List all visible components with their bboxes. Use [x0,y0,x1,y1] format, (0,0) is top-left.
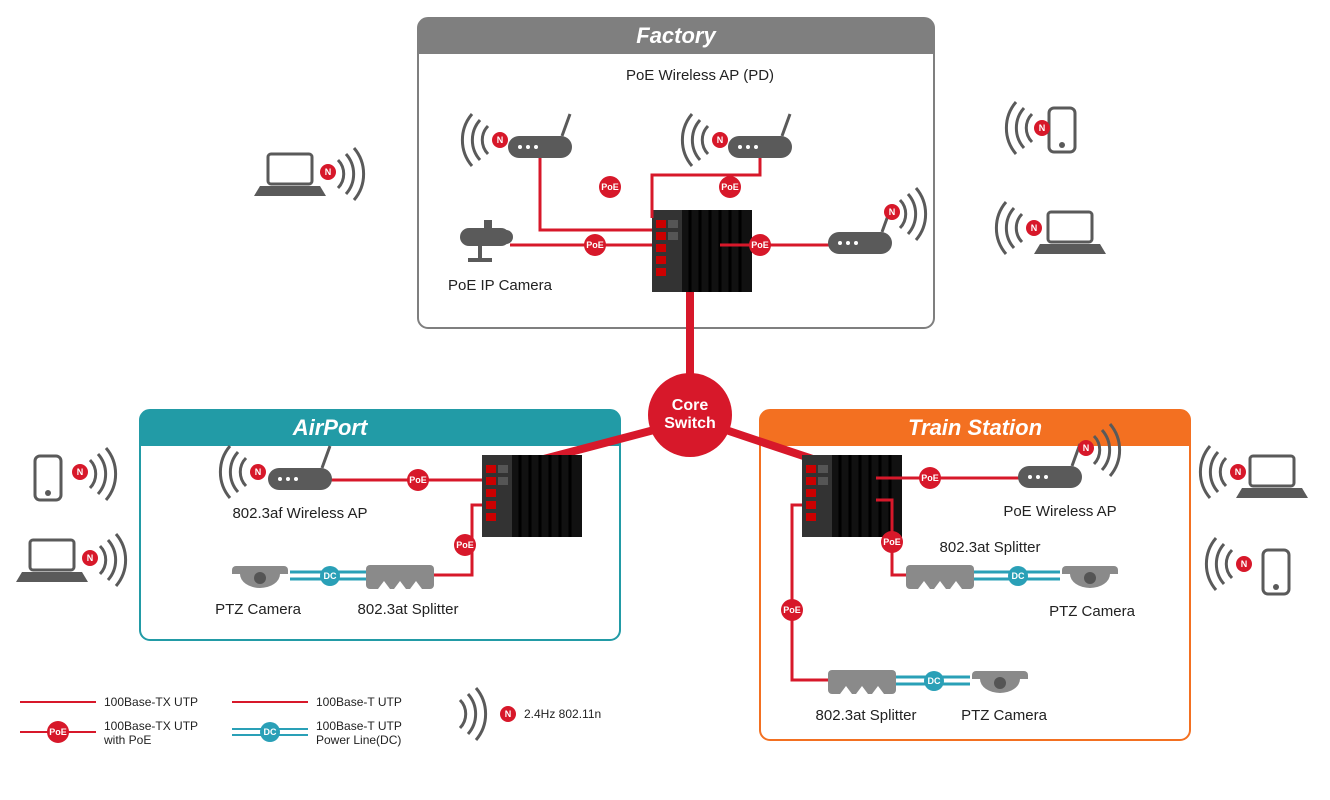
factory-ap-label: PoE Wireless AP (PD) [626,67,774,84]
factory-ap2-icon [728,114,792,158]
laptop-icon [1236,456,1308,498]
svg-text:PTZ Camera: PTZ Camera [961,707,1048,724]
svg-text:Train Station: Train Station [908,415,1042,440]
svg-text:802.3af Wireless AP: 802.3af Wireless AP [232,505,367,522]
airport-switch-icon [482,455,582,537]
svg-text:100Base-TX UTP: 100Base-TX UTP [104,695,198,709]
svg-text:802.3at Splitter: 802.3at Splitter [816,707,917,724]
svg-text:AirPort: AirPort [292,415,369,440]
factory-ap1-icon [508,114,572,158]
phone-icon [1049,108,1075,152]
phone-icon [1263,550,1289,594]
factory-ipcam-icon [460,220,513,262]
svg-text:2.4Hz 802.11n: 2.4Hz 802.11n [524,707,601,721]
svg-text:Factory: Factory [636,23,717,48]
legend: 100Base-TX UTP 100Base-TX UTP with PoE 1… [20,688,601,747]
train-ptz1-icon [1062,566,1118,588]
airport-splitter-icon [366,565,434,589]
svg-text:Switch: Switch [664,415,716,432]
laptop-icon [1034,212,1106,254]
factory-cam-label: PoE IP Camera [448,277,553,294]
train-content: PoE Wireless AP 802.3at Splitter PTZ Cam… [781,424,1136,724]
train-clients [1200,446,1308,594]
train-switch-icon [802,455,902,537]
laptop-icon [16,540,88,582]
phone-icon [35,456,61,500]
svg-text:802.3at Splitter: 802.3at Splitter [358,601,459,618]
network-diagram: N PoE DC Factory AirPort Train Station [0,0,1330,800]
factory-content: PoE Wireless AP (PD) PoE IP Camera [448,67,926,294]
svg-text:with PoE: with PoE [103,733,151,747]
svg-text:100Base-T UTP: 100Base-T UTP [316,695,402,709]
svg-text:Core: Core [672,397,709,414]
svg-text:PoE Wireless AP: PoE Wireless AP [1003,503,1116,520]
train-ap-icon [1018,444,1082,488]
svg-text:802.3at Splitter: 802.3at Splitter [940,539,1041,556]
airport-content: 802.3af Wireless AP 802.3at Splitter PTZ… [215,446,582,618]
svg-text:100Base-T UTP: 100Base-T UTP [316,719,402,733]
train-splitter2-icon [828,670,896,694]
airport-ptz-icon [232,566,288,588]
svg-text:100Base-TX UTP: 100Base-TX UTP [104,719,198,733]
laptop-icon [254,154,326,196]
airport-ap-icon [268,446,332,490]
svg-text:Power Line(DC): Power Line(DC) [316,733,401,747]
factory-switch-icon [652,210,752,292]
train-ptz2-icon [972,671,1028,693]
svg-text:PTZ Camera: PTZ Camera [1049,603,1136,620]
airport-clients [16,448,126,586]
svg-text:PTZ Camera: PTZ Camera [215,601,302,618]
core-switch: Core Switch [648,373,732,457]
factory-ap3-icon [828,210,892,254]
train-splitter1-icon [906,565,974,589]
